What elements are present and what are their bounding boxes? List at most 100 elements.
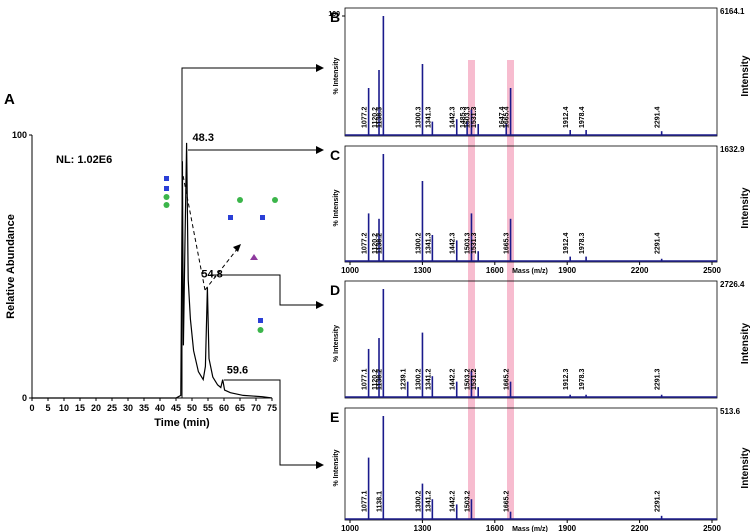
- peak-label: 1300.2: [415, 490, 422, 512]
- peak-label: 1978.3: [579, 232, 586, 254]
- peak-label: 2291.4: [655, 106, 662, 128]
- peak-label: 1912.4: [563, 232, 570, 254]
- connector: [210, 274, 318, 306]
- plot-frame: [344, 280, 718, 399]
- x-tick-label: 2500: [703, 524, 721, 532]
- peak-label: 48.3: [193, 132, 214, 144]
- arrowhead: [316, 461, 324, 469]
- arrowheads: [233, 64, 324, 469]
- plot-frame: [344, 145, 718, 263]
- x-tick-label: 35: [139, 403, 149, 413]
- max-intensity: 1632.9: [720, 145, 745, 154]
- x-tick-label: 5: [45, 403, 50, 413]
- peak-label: 1300.3: [415, 106, 422, 128]
- max-intensity: 513.6: [720, 407, 741, 416]
- peak-label: 1341.3: [425, 106, 432, 128]
- x-tick-label: 70: [251, 403, 261, 413]
- arrowhead: [316, 301, 324, 309]
- highlight-band: [468, 60, 475, 520]
- peak-label: 1503.3: [464, 106, 471, 128]
- annotation: NL: 1.02E6: [56, 154, 112, 166]
- peak-label: 1442.2: [450, 368, 457, 390]
- peak-label: 1503.3: [464, 232, 471, 254]
- x-tick-label: 1300: [414, 266, 432, 275]
- x-axis-label: Mass (m/z): [512, 526, 548, 532]
- x-tick-label: 1600: [486, 266, 504, 275]
- y2-axis-label: Intensity: [740, 187, 751, 229]
- connector: [224, 379, 318, 466]
- highlight-bands: [468, 60, 514, 520]
- peak-label: 1120.2: [372, 107, 379, 128]
- x-tick-label: 1900: [558, 524, 576, 532]
- peak-label: 1665.4: [504, 106, 511, 128]
- y2-axis-label: Intensity: [740, 55, 751, 97]
- peak-label: 1442.2: [450, 490, 457, 512]
- x-tick-label: 65: [235, 403, 245, 413]
- y-tick-label: 0: [22, 393, 27, 403]
- x-tick-label: 50: [187, 403, 197, 413]
- x-tick-label: 2500: [703, 266, 721, 275]
- x-tick-label: 0: [29, 403, 34, 413]
- peak-label: 1531.3: [471, 106, 478, 128]
- peak-label: 1665.3: [504, 232, 511, 254]
- x-tick-label: 45: [171, 403, 181, 413]
- peak-label: 1442.3: [450, 232, 457, 254]
- x-tick-label: 1900: [558, 266, 576, 275]
- peak-label: 1503.2: [464, 490, 471, 512]
- peak-label: 1077.2: [362, 106, 369, 128]
- peak-label: 1341.3: [425, 232, 432, 254]
- peak-label: 1665.2: [504, 490, 511, 512]
- peak-label: 2291.3: [655, 368, 662, 390]
- peak-label: 1978.4: [579, 106, 586, 128]
- y-tick-label: 100: [328, 11, 340, 18]
- y-axis-label: % Intensity: [333, 449, 340, 486]
- y-axis-label: % Intensity: [333, 189, 340, 226]
- connector: [181, 67, 318, 398]
- peak-label: 1077.2: [362, 232, 369, 254]
- peak-label: 1300.2: [415, 232, 422, 254]
- peak-label: 1138.2: [376, 369, 383, 390]
- panel-label: C: [330, 147, 340, 163]
- peak-label: 2291.4: [655, 232, 662, 254]
- peak-label: 1341.2: [425, 368, 432, 390]
- x-tick-label: 2200: [631, 524, 649, 532]
- x-axis-label: Mass (m/z): [512, 268, 548, 275]
- peak-label: 1978.3: [579, 368, 586, 390]
- x-tick-label: 15: [75, 403, 85, 413]
- peak-label: 1912.3: [563, 368, 570, 390]
- chromatogram-line: [32, 142, 273, 399]
- plot-frame: [344, 407, 718, 521]
- peak-label: 1239.1: [401, 368, 408, 390]
- panel-label: D: [330, 282, 340, 298]
- peak-label: 1503.2: [464, 368, 471, 390]
- y2-axis-label: Intensity: [740, 447, 751, 489]
- x-tick-label: 20: [91, 403, 101, 413]
- x-tick-label: 1000: [341, 266, 359, 275]
- peak-label: 1442.3: [450, 106, 457, 128]
- peak-label: 1531.3: [471, 232, 478, 254]
- x-tick-label: 1600: [486, 524, 504, 532]
- peak-label: 1341.2: [425, 490, 432, 512]
- arrowhead: [316, 146, 324, 154]
- y-axis-label: Relative Abundance: [5, 214, 17, 319]
- peak-label: 2291.2: [655, 490, 662, 512]
- arrowhead: [316, 64, 324, 72]
- glycan-icons: [163, 176, 278, 333]
- panel-label: E: [330, 409, 339, 425]
- peak-label: 1531.2: [471, 368, 478, 390]
- peak-label: 1485.3: [460, 106, 467, 128]
- dashed-arrow: [204, 247, 239, 291]
- y-tick-label: 100: [12, 130, 27, 140]
- x-tick-label: 30: [123, 403, 133, 413]
- peak-label: 1912.4: [563, 106, 570, 128]
- y2-axis-label: Intensity: [740, 323, 751, 365]
- peak-label: 1120.2: [372, 369, 379, 390]
- peak-label: 1077.1: [362, 368, 369, 390]
- x-tick-label: 1300: [414, 524, 432, 532]
- x-axis-label: Time (min): [154, 417, 210, 429]
- x-tick-label: 75: [267, 403, 277, 413]
- peak-label: 1138.3: [376, 107, 383, 128]
- peak-label: 1120.2: [372, 233, 379, 254]
- y-axis-label: % Intensity: [333, 325, 340, 362]
